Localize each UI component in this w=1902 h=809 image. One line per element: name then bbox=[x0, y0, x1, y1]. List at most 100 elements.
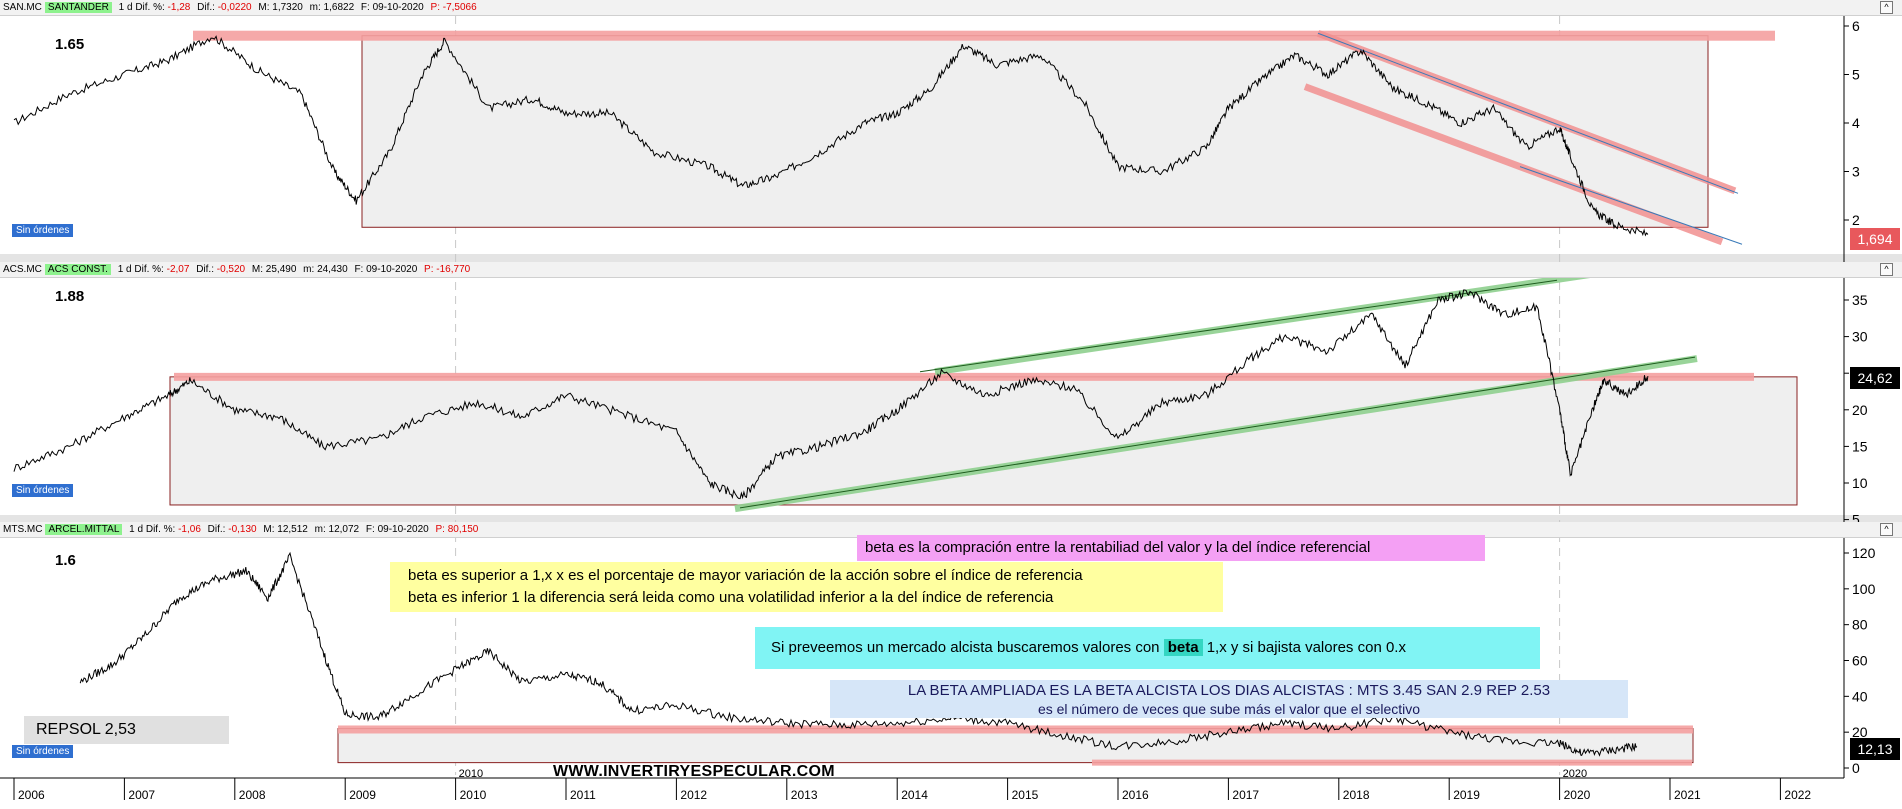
xtick-label-2012: 2012 bbox=[680, 788, 707, 802]
period-mts: 1 d bbox=[129, 524, 144, 535]
period-san: 1 d bbox=[118, 2, 133, 13]
bull-note-beta: beta bbox=[1163, 639, 1203, 656]
ytick-label-2-20: 20 bbox=[1852, 724, 1868, 740]
difpct-acs: -2,07 bbox=[166, 264, 190, 275]
inner-year-label-2010: 2010 bbox=[459, 768, 483, 780]
acs-resistance-band bbox=[174, 372, 1754, 381]
maximize-mts-button[interactable]: ^ bbox=[1880, 523, 1893, 536]
bull-note-text-b: 1,x y si bajista valores con 0.x bbox=[1206, 639, 1406, 656]
sin-ordenes-mts-button[interactable]: Sin órdenes bbox=[12, 745, 74, 758]
ytick-label-1-20: 20 bbox=[1852, 402, 1868, 418]
beta-explanation-line2: beta es inferior 1 la diferencia será le… bbox=[408, 589, 1054, 606]
ytick-label-1-35: 35 bbox=[1852, 292, 1868, 308]
min-acs: 24,430 bbox=[317, 264, 348, 275]
ytick-label-2-100: 100 bbox=[1852, 581, 1876, 597]
max-label-acs: M: bbox=[251, 264, 264, 275]
max-label-mts: M: bbox=[263, 524, 275, 535]
max-san: 1,7320 bbox=[272, 2, 303, 13]
san-channel-lower-thin bbox=[1519, 166, 1743, 245]
xtick-label-2011: 2011 bbox=[570, 788, 596, 802]
panel-header-san: SAN.MC SANTANDER 1 d Dif. %: -1,28 Dif.: … bbox=[0, 0, 1902, 16]
sin-ordenes-san-button[interactable]: Sin órdenes bbox=[12, 224, 74, 237]
dif-label-mts: Dif.: bbox=[207, 524, 226, 535]
maximize-acs-button[interactable]: ^ bbox=[1880, 263, 1893, 276]
dif-san: -0,0220 bbox=[217, 2, 252, 13]
last-price-mts: 12,13 bbox=[1850, 738, 1900, 760]
ytick-label-2-0: 0 bbox=[1852, 760, 1860, 776]
difpct-label-mts: Dif. %: bbox=[145, 524, 176, 535]
xtick-label-2021: 2021 bbox=[1674, 788, 1701, 802]
min-label-san: m: bbox=[309, 2, 321, 13]
dif-mts: -0,130 bbox=[228, 524, 257, 535]
last-price-san: 1,694 bbox=[1850, 228, 1900, 250]
ytick-label-1-10: 10 bbox=[1852, 475, 1868, 491]
date-mts: 09-10-2020 bbox=[377, 524, 429, 535]
ytick-label-0-5: 5 bbox=[1852, 67, 1860, 83]
difpct-label-san: Dif. %: bbox=[135, 2, 165, 13]
panel-header-acs: ACS.MC ACS CONST. 1 d Dif. %: -2,07 Dif.:… bbox=[0, 262, 1902, 278]
date-acs: 09-10-2020 bbox=[366, 264, 418, 275]
last-price-acs: 24,62 bbox=[1850, 367, 1900, 389]
ytick-label-0-2: 2 bbox=[1852, 212, 1860, 228]
name-san: SANTANDER bbox=[44, 2, 112, 13]
inner-year-label-2020: 2020 bbox=[1563, 768, 1587, 780]
beta-definition-note: beta es la compración entre la rentabili… bbox=[857, 535, 1485, 561]
ytick-label-0-3: 3 bbox=[1852, 164, 1860, 180]
ytick-label-1-30: 30 bbox=[1852, 329, 1868, 345]
san-range-box bbox=[361, 35, 1709, 228]
ytick-label-0-6: 6 bbox=[1852, 18, 1860, 34]
xtick-label-2007: 2007 bbox=[128, 788, 155, 802]
repsol-label: REPSOL 2,53 bbox=[24, 716, 229, 744]
price-line-acs bbox=[13, 289, 1649, 500]
date-label-mts: F: bbox=[365, 524, 375, 535]
p-acs: -16,770 bbox=[436, 264, 471, 275]
watermark: WWW.INVERTIRYESPECULAR.COM bbox=[553, 763, 835, 780]
ytick-label-1-15: 15 bbox=[1852, 438, 1868, 454]
min-label-acs: m: bbox=[303, 264, 315, 275]
ytick-label-2-120: 120 bbox=[1852, 545, 1876, 561]
xtick-label-2010: 2010 bbox=[460, 788, 487, 802]
xtick-label-2019: 2019 bbox=[1453, 788, 1480, 802]
beta-ampliada-line1: LA BETA AMPLIADA ES LA BETA ALCISTA LOS … bbox=[907, 682, 1551, 699]
bull-note-text-a: Si preveemos un mercado alcista buscarem… bbox=[771, 639, 1160, 656]
mts-resistance-band bbox=[338, 725, 1693, 734]
p-san: -7,5066 bbox=[442, 2, 477, 13]
panel-header-mts: MTS.MC ARCEL.MITTAL 1 d Dif. %: -1,06 Dif… bbox=[0, 522, 1902, 538]
acs-channel-upper-thin bbox=[919, 279, 1558, 373]
min-san: 1,6822 bbox=[323, 2, 355, 13]
name-mts: ARCEL.MITTAL bbox=[45, 524, 123, 535]
bull-market-note: Si preveemos un mercado alcista buscarem… bbox=[755, 627, 1540, 669]
ticker-mts: MTS.MC bbox=[3, 524, 43, 535]
name-acs: ACS CONST. bbox=[44, 264, 111, 275]
mts-range-box bbox=[337, 728, 1694, 764]
maximize-san-button[interactable]: ^ bbox=[1880, 1, 1893, 14]
acs-range-box bbox=[169, 376, 1798, 506]
ytick-label-1-5: 5 bbox=[1852, 512, 1860, 528]
p-mts: 80,150 bbox=[447, 524, 479, 535]
max-mts: 12,512 bbox=[277, 524, 308, 535]
xtick-label-2015: 2015 bbox=[1012, 788, 1039, 802]
xtick-label-2009: 2009 bbox=[349, 788, 376, 802]
xtick-label-2017: 2017 bbox=[1232, 788, 1259, 802]
ytick-label-2-40: 40 bbox=[1852, 688, 1868, 704]
san-channel-upper-thin bbox=[1317, 32, 1739, 194]
xtick-label-2020: 2020 bbox=[1564, 788, 1591, 802]
beta-ampliada-note: LA BETA AMPLIADA ES LA BETA ALCISTA LOS … bbox=[830, 680, 1628, 718]
beta-san: 1.65 bbox=[55, 36, 85, 53]
ticker-san: SAN.MC bbox=[3, 2, 42, 13]
san-channel-lower bbox=[1303, 83, 1724, 246]
beta-acs: 1.88 bbox=[55, 288, 85, 305]
p-label-mts: P: bbox=[435, 524, 445, 535]
ticker-acs: ACS.MC bbox=[3, 264, 42, 275]
p-label-acs: P: bbox=[424, 264, 434, 275]
panel-separator-2 bbox=[0, 515, 1902, 522]
dif-label-acs: Dif.: bbox=[196, 264, 214, 275]
sin-ordenes-acs-button[interactable]: Sin órdenes bbox=[12, 484, 74, 497]
san-resistance-band bbox=[193, 30, 1775, 41]
ytick-label-2-60: 60 bbox=[1852, 653, 1868, 669]
xtick-label-2008: 2008 bbox=[239, 788, 266, 802]
acs-channel-lower-thin bbox=[739, 356, 1696, 509]
ytick-label-0-4: 4 bbox=[1852, 115, 1860, 131]
xtick-label-2016: 2016 bbox=[1122, 788, 1149, 802]
